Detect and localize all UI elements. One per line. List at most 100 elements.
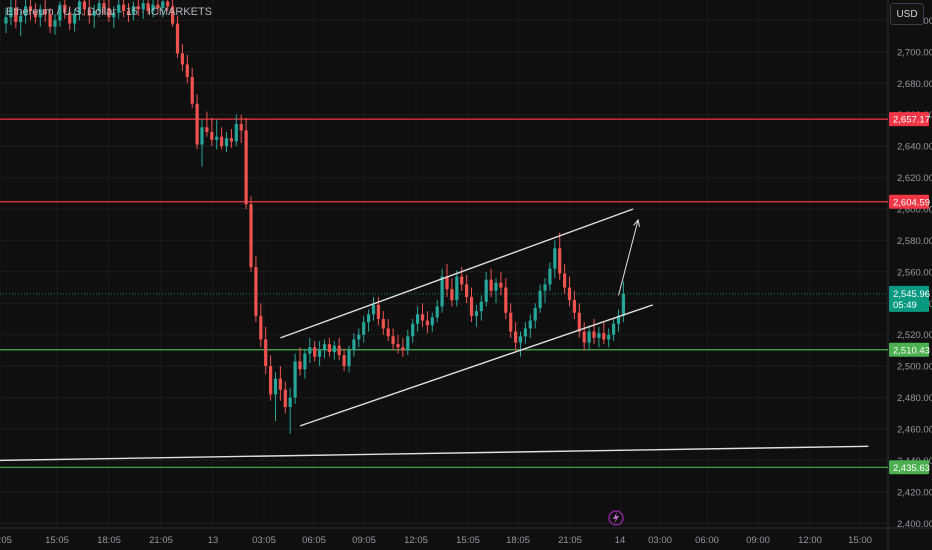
candle-up [308, 347, 312, 354]
channel-upper-line [280, 208, 634, 339]
support-price-tag [889, 342, 929, 357]
y-tick-label: 2,500.00 [897, 362, 932, 373]
candle-up [4, 17, 8, 24]
candle-down [514, 331, 518, 343]
candle-up [518, 336, 523, 343]
candle-up [322, 344, 327, 351]
x-tick-label: 15:05 [45, 535, 69, 546]
candle-down [558, 248, 562, 274]
x-tick-label: 18:05 [97, 535, 121, 546]
candle-down [582, 331, 586, 343]
candle-up [151, 4, 155, 11]
candle-up [587, 331, 591, 343]
candle-up [528, 320, 532, 329]
candle-down [313, 347, 317, 357]
candle-down [264, 339, 268, 367]
candle-up [58, 4, 62, 21]
candle-up [92, 11, 96, 16]
candle-up [224, 138, 229, 147]
candle-up [97, 3, 101, 11]
candle-down [254, 267, 258, 316]
candle-up [141, 3, 145, 10]
candle-down [180, 53, 184, 65]
candle-down [278, 378, 282, 390]
current-price-tag [889, 285, 929, 312]
x-tick-label: 06:00 [695, 535, 719, 546]
symbol-legend[interactable]: Ethereum / U.S. Dollar · 15 · ICMARKETS [6, 6, 212, 18]
candle-down [249, 204, 253, 268]
x-tick-label: 03:00 [648, 535, 672, 546]
candle-down [489, 279, 493, 291]
support-price-label: 2,435.63 [893, 463, 930, 474]
x-tick-label: 06:05 [302, 535, 326, 546]
countdown-label: 05:49 [893, 300, 917, 311]
candle-down [122, 4, 126, 11]
channel-lower-line [299, 304, 654, 427]
candle-down [195, 103, 199, 145]
candle-down [48, 14, 52, 27]
y-tick-label: 2,480.00 [897, 393, 932, 404]
candle-down [185, 64, 189, 77]
resistance-price-tag [889, 112, 929, 127]
lightning-bolt-icon [613, 512, 619, 524]
candle-down [381, 319, 385, 329]
candle-up [612, 323, 616, 335]
y-tick-label: 2,700.00 [897, 47, 932, 58]
candle-up [24, 6, 28, 16]
candle-down [68, 12, 72, 24]
candle-down [166, 1, 170, 7]
candle-up [293, 361, 297, 398]
y-tick-label: 2,600.00 [897, 205, 932, 216]
x-tick-label: 09:00 [746, 535, 770, 546]
candle-up [430, 317, 434, 326]
candle-down [592, 331, 596, 338]
candle-up [318, 350, 322, 357]
candle-down [82, 1, 86, 10]
candle-up [616, 315, 621, 324]
candle-up [112, 12, 116, 18]
candle-down [102, 3, 106, 8]
candle-down [391, 336, 395, 345]
candle-up [371, 304, 376, 315]
lightning-icon[interactable] [608, 510, 624, 526]
projection-arrow-head [633, 218, 640, 227]
y-tick-label: 2,460.00 [897, 425, 932, 436]
currency-button[interactable]: USD [890, 3, 924, 25]
resistance-price-tag [889, 194, 929, 209]
candle-up [416, 314, 420, 324]
candle-up [347, 350, 351, 367]
long-trendline [0, 445, 869, 462]
candle-up [484, 279, 488, 302]
candle-down [171, 6, 175, 24]
candle-up [367, 314, 371, 323]
candle-down [504, 287, 508, 313]
candle-up [362, 322, 366, 335]
candle-down [156, 4, 160, 8]
candle-down [205, 127, 209, 132]
candle-up [553, 248, 557, 269]
candle-up [215, 136, 219, 140]
candle-down [337, 345, 341, 356]
candle-down [469, 297, 474, 316]
candle-down [87, 9, 91, 16]
candle-down [229, 138, 233, 142]
candle-up [538, 290, 542, 308]
y-tick-label: 2,400.00 [897, 519, 932, 530]
candle-up [117, 4, 121, 13]
x-tick-label: 21:05 [149, 535, 173, 546]
candle-up [479, 301, 483, 312]
candle-down [107, 7, 111, 18]
candle-down [175, 23, 180, 54]
candle-up [288, 397, 292, 407]
candle-up [200, 127, 204, 145]
candle-down [602, 333, 606, 340]
y-tick-label: 2,620.00 [897, 173, 932, 184]
candle-up [597, 333, 601, 338]
candle-up [455, 276, 459, 301]
candle-down [386, 328, 390, 337]
support-price-tag [889, 460, 929, 475]
candle-up [9, 7, 13, 18]
candle-down [28, 6, 33, 11]
candle-down [460, 276, 464, 285]
